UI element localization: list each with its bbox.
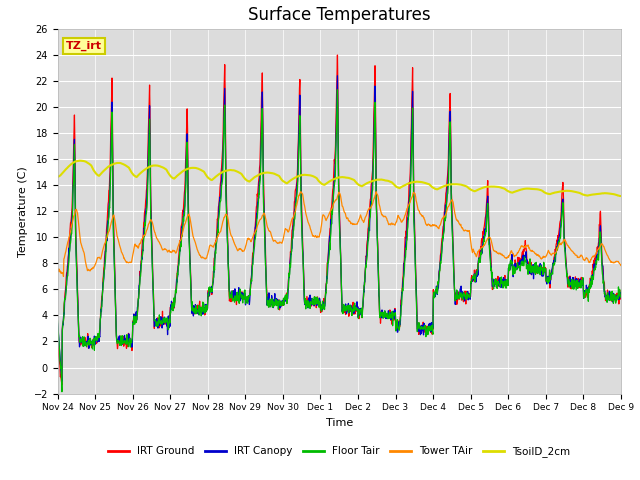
Tower TAir	[617, 263, 625, 268]
TsoilD_2cm	[550, 190, 558, 195]
IRT Ground	[54, 336, 61, 342]
Title: Surface Temperatures: Surface Temperatures	[248, 6, 431, 24]
Floor Tair	[501, 278, 509, 284]
Legend: IRT Ground, IRT Canopy, Floor Tair, Tower TAir, TsoilD_2cm: IRT Ground, IRT Canopy, Floor Tair, Towe…	[104, 442, 575, 461]
Floor Tair	[166, 317, 173, 323]
Tower TAir	[428, 223, 435, 229]
TsoilD_2cm	[617, 193, 625, 199]
IRT Canopy	[617, 290, 625, 296]
Tower TAir	[243, 241, 250, 247]
TsoilD_2cm	[54, 174, 61, 180]
IRT Ground	[428, 323, 435, 328]
Floor Tair	[551, 261, 559, 267]
Line: Floor Tair: Floor Tair	[58, 90, 621, 392]
IRT Canopy	[179, 214, 187, 219]
IRT Canopy	[58, 378, 66, 384]
TsoilD_2cm	[243, 177, 250, 183]
IRT Canopy	[551, 257, 559, 263]
IRT Ground	[617, 291, 625, 297]
Floor Tair	[333, 87, 341, 93]
Line: IRT Ground: IRT Ground	[58, 55, 621, 385]
Text: TZ_irt: TZ_irt	[66, 41, 102, 51]
TsoilD_2cm	[166, 172, 173, 178]
Tower TAir	[551, 251, 559, 256]
IRT Canopy	[54, 320, 61, 326]
Floor Tair	[617, 294, 625, 300]
X-axis label: Time: Time	[326, 418, 353, 428]
IRT Canopy	[333, 73, 341, 79]
Line: Tower TAir: Tower TAir	[58, 192, 621, 276]
IRT Canopy	[166, 320, 173, 326]
TsoilD_2cm	[500, 186, 508, 192]
Tower TAir	[179, 227, 187, 233]
Tower TAir	[372, 189, 380, 194]
IRT Ground	[58, 382, 66, 388]
Floor Tair	[428, 326, 435, 332]
Y-axis label: Temperature (C): Temperature (C)	[18, 166, 28, 257]
IRT Ground	[333, 52, 341, 58]
IRT Ground	[243, 296, 250, 301]
Tower TAir	[60, 274, 67, 279]
Floor Tair	[179, 215, 187, 221]
TsoilD_2cm	[427, 183, 435, 189]
IRT Ground	[501, 273, 509, 278]
TsoilD_2cm	[76, 158, 84, 164]
IRT Ground	[166, 320, 173, 326]
Tower TAir	[501, 255, 509, 261]
IRT Ground	[551, 252, 559, 258]
IRT Canopy	[243, 299, 250, 305]
Line: TsoilD_2cm: TsoilD_2cm	[58, 161, 621, 196]
Floor Tair	[58, 389, 66, 395]
Tower TAir	[166, 248, 173, 254]
Line: IRT Canopy: IRT Canopy	[58, 76, 621, 381]
IRT Canopy	[428, 323, 435, 329]
Tower TAir	[54, 269, 61, 275]
IRT Canopy	[501, 280, 509, 286]
TsoilD_2cm	[179, 168, 187, 174]
IRT Ground	[179, 209, 187, 215]
Floor Tair	[54, 318, 61, 324]
Floor Tair	[243, 295, 250, 300]
